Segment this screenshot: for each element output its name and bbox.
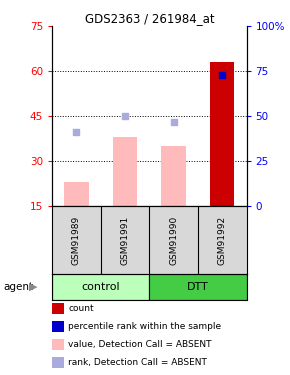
Text: GSM91989: GSM91989 bbox=[72, 215, 81, 265]
Text: value, Detection Call = ABSENT: value, Detection Call = ABSENT bbox=[68, 340, 212, 349]
Bar bbox=[210, 62, 234, 206]
Text: rank, Detection Call = ABSENT: rank, Detection Call = ABSENT bbox=[68, 358, 207, 367]
Text: GSM91991: GSM91991 bbox=[121, 215, 130, 265]
Text: ▶: ▶ bbox=[29, 282, 37, 292]
Title: GDS2363 / 261984_at: GDS2363 / 261984_at bbox=[85, 12, 214, 25]
Bar bbox=[52, 274, 149, 300]
Point bbox=[171, 118, 176, 124]
Point bbox=[220, 72, 224, 78]
Text: agent: agent bbox=[3, 282, 33, 292]
Bar bbox=[113, 137, 137, 206]
Point bbox=[74, 129, 79, 135]
Bar bbox=[64, 182, 89, 206]
Text: GSM91990: GSM91990 bbox=[169, 215, 178, 265]
Bar bbox=[149, 274, 246, 300]
Text: DTT: DTT bbox=[187, 282, 209, 292]
Text: percentile rank within the sample: percentile rank within the sample bbox=[68, 322, 221, 331]
Text: control: control bbox=[81, 282, 120, 292]
Bar bbox=[162, 146, 186, 206]
Text: count: count bbox=[68, 304, 94, 313]
Point bbox=[123, 113, 127, 119]
Text: GSM91992: GSM91992 bbox=[218, 215, 227, 265]
